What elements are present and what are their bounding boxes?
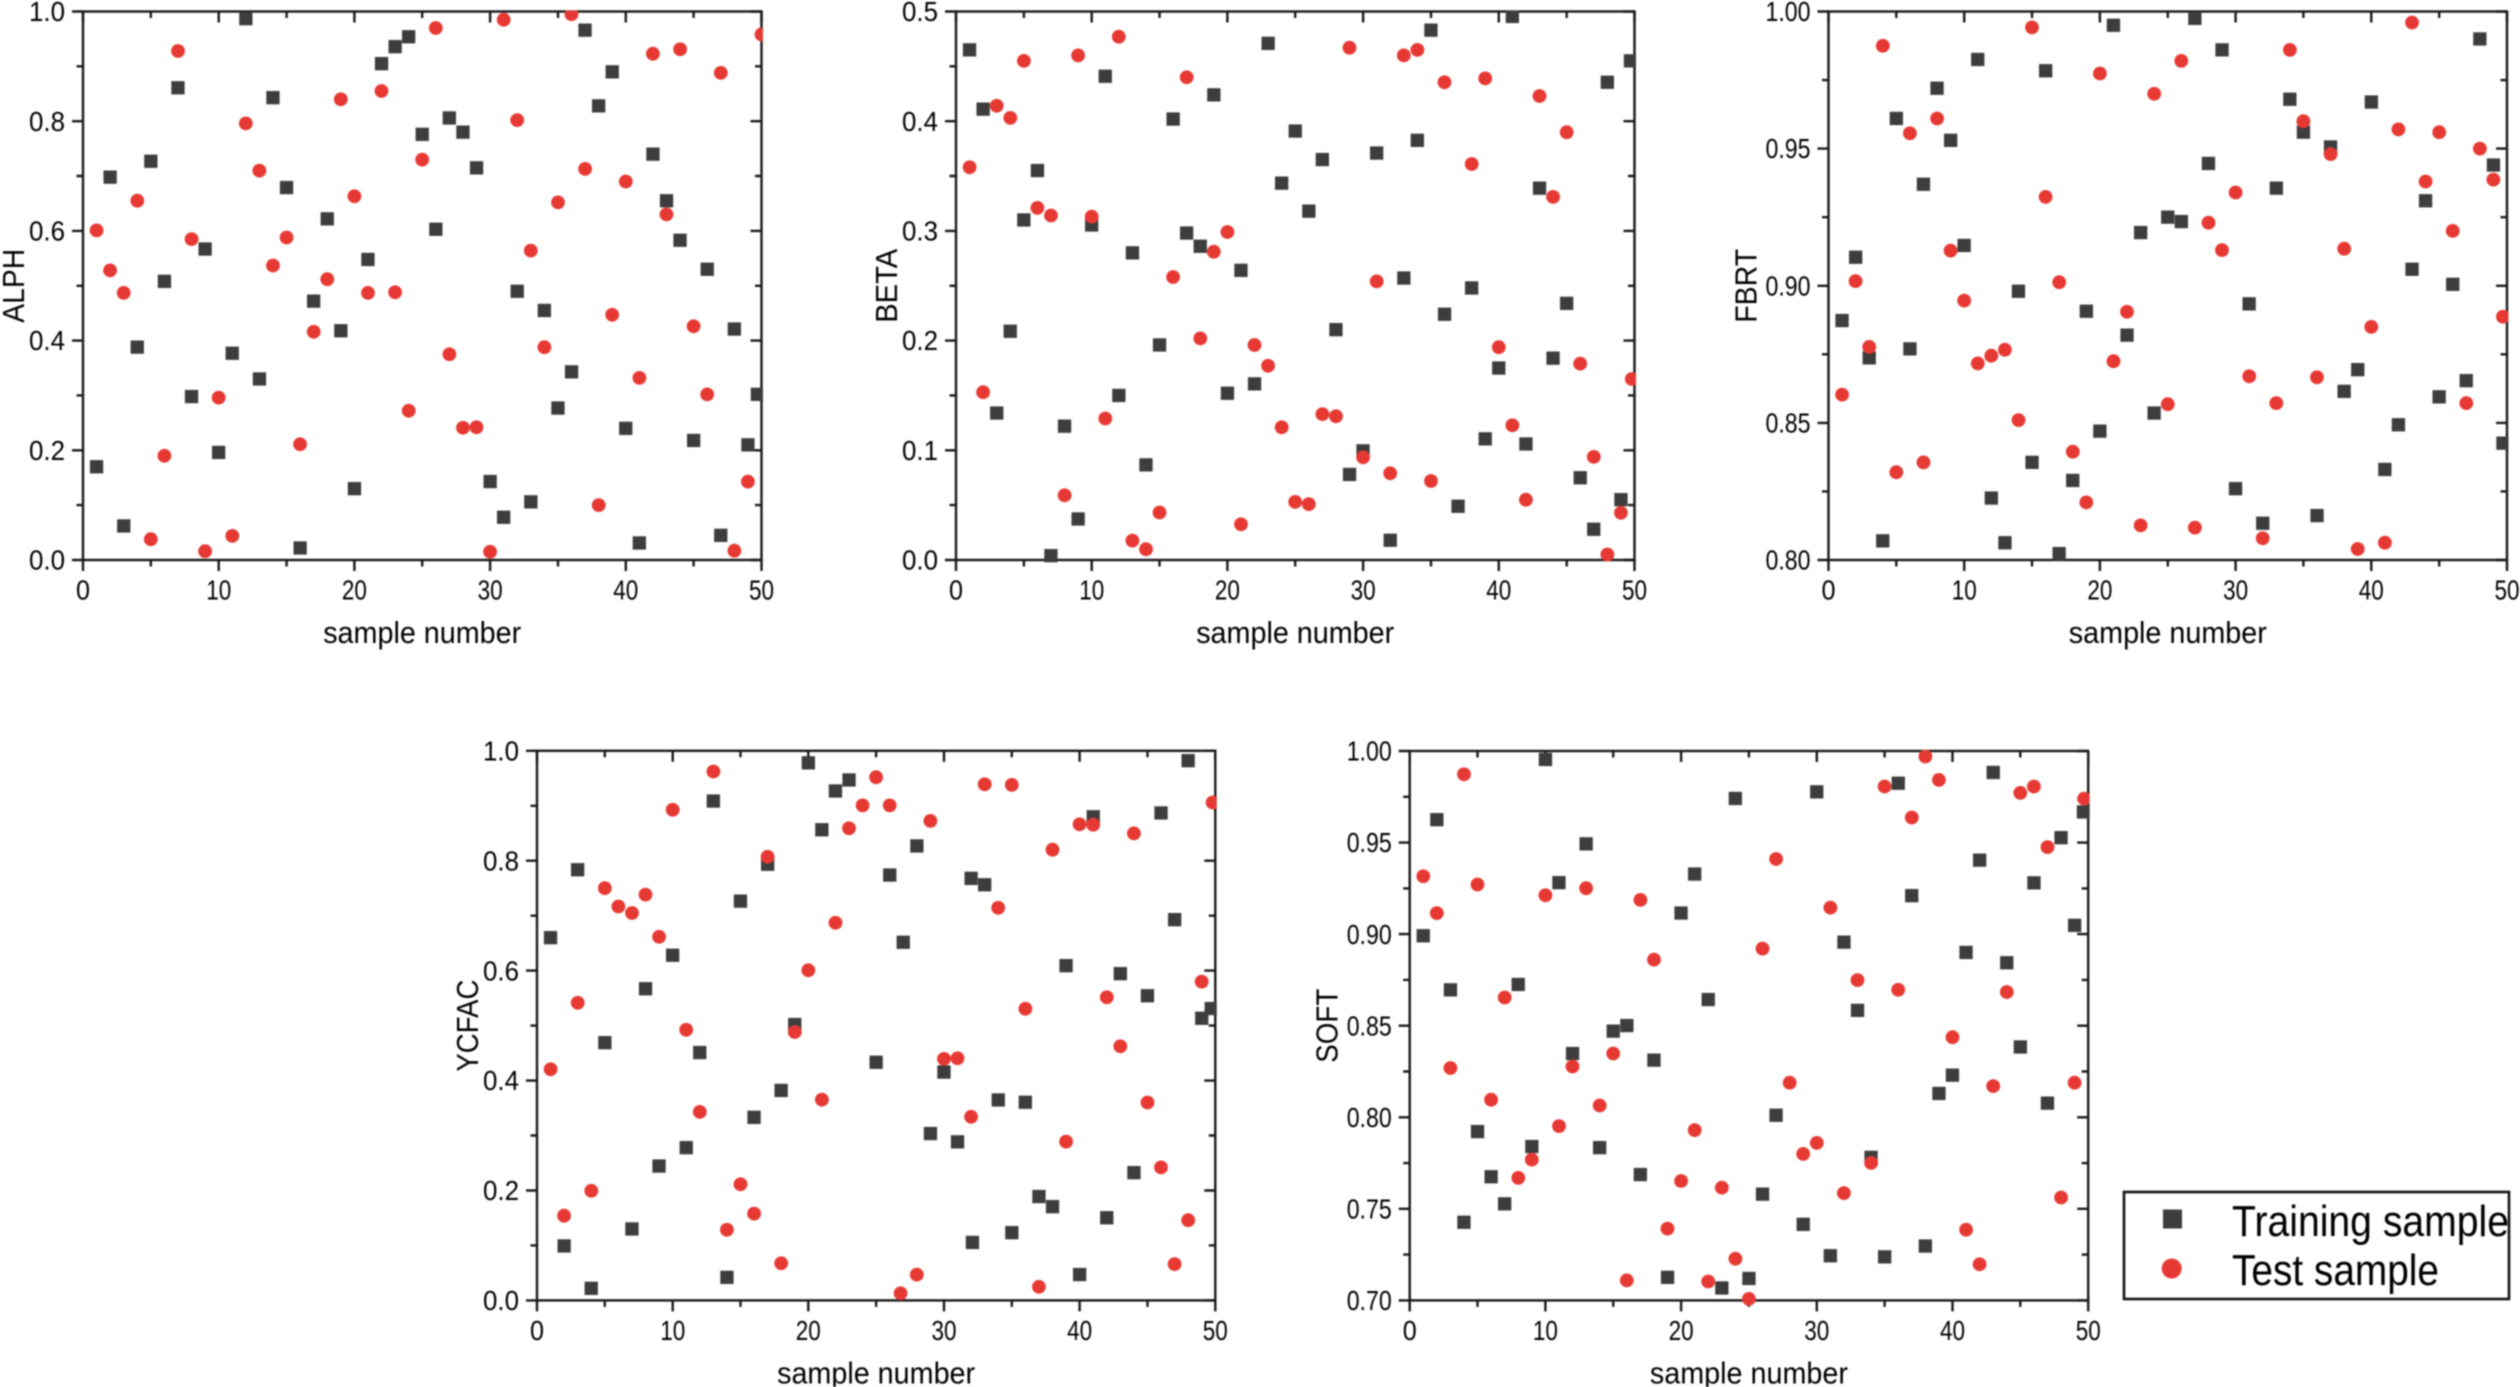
svg-text:0: 0: [1822, 575, 1836, 606]
svg-text:30: 30: [932, 1315, 957, 1346]
svg-text:0.1: 0.1: [902, 435, 938, 466]
svg-text:0: 0: [949, 575, 963, 606]
svg-text:20: 20: [796, 1315, 821, 1346]
svg-text:1.0: 1.0: [483, 735, 519, 766]
svg-text:0.0: 0.0: [29, 545, 65, 576]
svg-text:50: 50: [749, 575, 774, 606]
svg-text:sample number: sample number: [2069, 615, 2267, 650]
svg-text:50: 50: [2076, 1315, 2101, 1346]
svg-text:0.5: 0.5: [902, 0, 938, 27]
svg-text:0.80: 0.80: [1766, 545, 1811, 576]
svg-text:0.4: 0.4: [483, 1065, 519, 1096]
svg-text:0.85: 0.85: [1347, 1010, 1392, 1041]
svg-text:1.00: 1.00: [1766, 0, 1811, 27]
svg-text:0.2: 0.2: [902, 325, 938, 356]
svg-text:10: 10: [1533, 1315, 1558, 1346]
svg-text:0.90: 0.90: [1766, 270, 1811, 301]
svg-text:0.70: 0.70: [1347, 1285, 1392, 1316]
svg-text:0: 0: [530, 1315, 544, 1346]
svg-text:30: 30: [1804, 1315, 1829, 1346]
svg-text:0.85: 0.85: [1766, 408, 1811, 439]
svg-text:0.8: 0.8: [483, 845, 519, 876]
svg-text:20: 20: [1215, 575, 1240, 606]
svg-text:0.0: 0.0: [902, 545, 938, 576]
svg-text:0.4: 0.4: [29, 325, 65, 356]
svg-text:40: 40: [1067, 1315, 1092, 1346]
svg-text:40: 40: [1486, 575, 1511, 606]
svg-text:40: 40: [2359, 575, 2384, 606]
svg-text:10: 10: [1952, 575, 1977, 606]
svg-text:0.4: 0.4: [902, 106, 938, 137]
svg-text:10: 10: [206, 575, 231, 606]
svg-text:20: 20: [1669, 1315, 1694, 1346]
svg-text:BETA: BETA: [869, 249, 904, 323]
svg-text:0.6: 0.6: [483, 955, 519, 986]
svg-text:sample number: sample number: [777, 1355, 975, 1387]
svg-text:40: 40: [613, 575, 638, 606]
svg-text:ALPH: ALPH: [0, 249, 31, 323]
svg-text:50: 50: [1622, 575, 1647, 606]
svg-text:1.00: 1.00: [1347, 736, 1392, 767]
svg-text:0.0: 0.0: [483, 1285, 519, 1316]
svg-text:10: 10: [660, 1315, 685, 1346]
svg-text:0: 0: [1403, 1315, 1417, 1346]
svg-text:Training sample: Training sample: [2232, 1197, 2509, 1246]
svg-text:10: 10: [1079, 575, 1104, 606]
svg-text:0.75: 0.75: [1347, 1194, 1392, 1225]
svg-text:0: 0: [76, 575, 90, 606]
svg-text:FBRT: FBRT: [1729, 249, 1764, 323]
svg-text:0.95: 0.95: [1766, 133, 1811, 164]
svg-text:0.90: 0.90: [1347, 919, 1392, 950]
svg-text:YCFAC: YCFAC: [450, 980, 485, 1072]
svg-text:0.80: 0.80: [1347, 1102, 1392, 1133]
svg-text:Test sample: Test sample: [2232, 1246, 2439, 1295]
svg-text:30: 30: [1351, 575, 1376, 606]
svg-text:SOFT: SOFT: [1310, 989, 1345, 1063]
svg-text:0.8: 0.8: [29, 106, 65, 137]
svg-text:0.2: 0.2: [29, 435, 65, 466]
svg-text:sample number: sample number: [323, 615, 521, 650]
svg-text:20: 20: [2087, 575, 2112, 606]
svg-text:1.0: 1.0: [29, 0, 65, 27]
svg-text:0.95: 0.95: [1347, 827, 1392, 858]
svg-text:0.2: 0.2: [483, 1175, 519, 1206]
svg-text:30: 30: [478, 575, 503, 606]
svg-text:30: 30: [2223, 575, 2248, 606]
svg-text:50: 50: [1203, 1315, 1228, 1346]
svg-text:20: 20: [342, 575, 367, 606]
svg-text:0.3: 0.3: [902, 216, 938, 247]
svg-text:sample number: sample number: [1196, 615, 1394, 650]
svg-text:sample number: sample number: [1650, 1355, 1848, 1387]
svg-text:50: 50: [2495, 575, 2520, 606]
svg-text:0.6: 0.6: [29, 216, 65, 247]
svg-text:40: 40: [1940, 1315, 1965, 1346]
